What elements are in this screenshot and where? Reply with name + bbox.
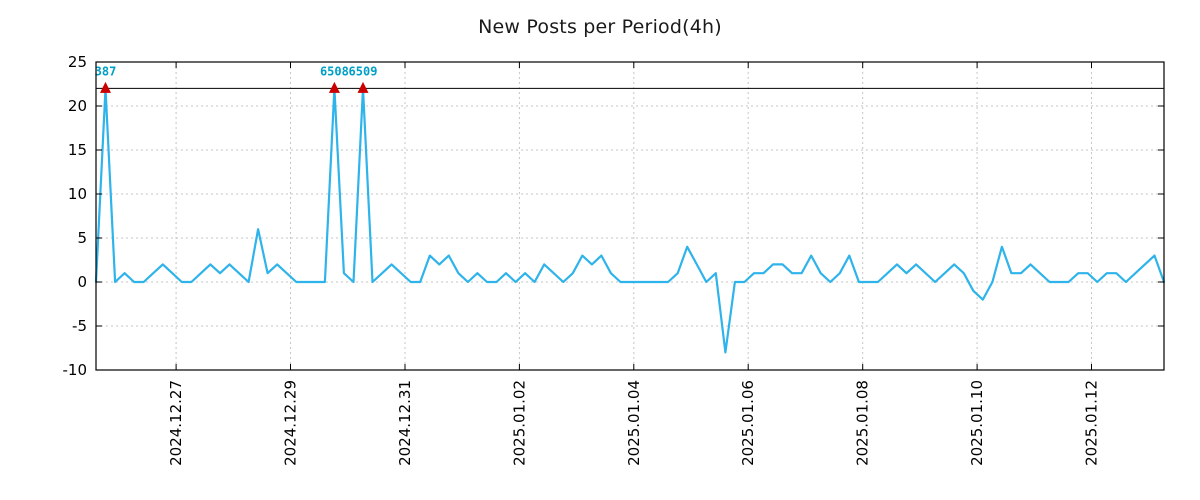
peak-marker-icon — [328, 81, 340, 93]
x-tick-label: 2025.01.12 — [1083, 380, 1101, 466]
x-tick-labels: 2024.12.27 2024.12.29 2024.12.31 2025.01.02… — [167, 380, 1100, 466]
plot-border — [95, 61, 1165, 371]
peak-annotation: 6509 — [349, 64, 378, 78]
x-tick-label: 2025.01.02 — [510, 380, 528, 466]
y-tick-label: 0 — [77, 273, 87, 291]
y-tick-label: 5 — [77, 229, 87, 247]
y-tick-label: 25 — [68, 53, 87, 71]
peak-marker-icon — [100, 81, 111, 93]
peak-annotation: 387 — [95, 64, 117, 78]
chart-title: New Posts per Period(4h) — [478, 16, 722, 38]
x-tick-label: 2024.12.31 — [396, 380, 414, 466]
x-tick-label: 2024.12.29 — [282, 380, 300, 466]
x-tick-label: 2025.01.04 — [625, 380, 643, 466]
x-tick-label: 2025.01.06 — [739, 380, 757, 466]
y-tick-label: 20 — [68, 97, 87, 115]
x-tick-label: 2025.01.08 — [854, 380, 872, 466]
y-tick-label: -5 — [72, 317, 87, 335]
y-tick-label: 15 — [68, 141, 87, 159]
y-tick-labels: -10 -5 0 5 10 15 20 25 — [63, 53, 88, 379]
data-line — [94, 87, 1166, 354]
grid-lines — [96, 61, 1164, 371]
peak-annotation: 6508 — [320, 64, 349, 78]
x-tick-label: 2025.01.10 — [968, 380, 986, 466]
axis-ticks — [96, 61, 1164, 371]
x-tick-label: 2024.12.27 — [167, 380, 185, 466]
y-tick-label: -10 — [63, 361, 88, 379]
y-tick-label: 10 — [68, 185, 87, 203]
peak-marker-icon — [357, 81, 369, 93]
